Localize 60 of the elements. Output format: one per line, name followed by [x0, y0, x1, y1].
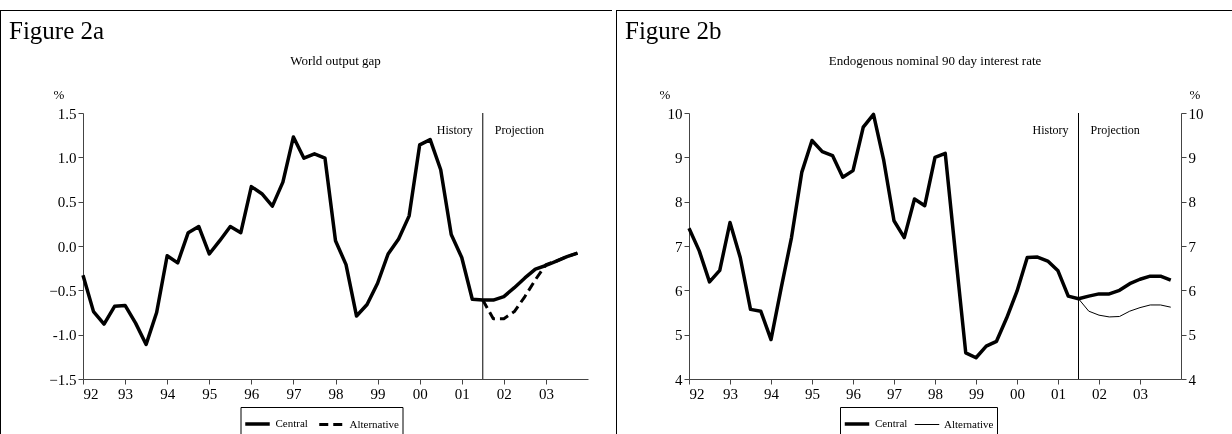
y-tick-label: 0.5 [57, 194, 77, 211]
y2-tick-label: 5 [1188, 327, 1196, 344]
x-tick-label: 95 [805, 385, 820, 402]
legend-label: Central [275, 417, 308, 429]
x-tick-label: 97 [887, 385, 903, 402]
x-tick-label: 02 [496, 385, 512, 402]
chart-title: Figure 2a [9, 17, 105, 45]
y-tick-label: 1.5 [57, 105, 77, 122]
y-tick-label: 4 [675, 371, 683, 388]
chart-subtitle: Endogenous nominal 90 day interest rate [828, 53, 1042, 68]
y2-tick-label: 6 [1188, 282, 1197, 299]
x-tick-label: 96 [244, 385, 260, 402]
y-tick-label: 10 [667, 105, 683, 122]
y2-tick-label: 7 [1188, 238, 1197, 255]
x-tick-label: 93 [723, 385, 738, 402]
y-tick-label: 8 [675, 194, 683, 211]
x-tick-label: 03 [538, 385, 554, 402]
x-tick-label: 96 [846, 385, 862, 402]
y-tick-label: 1.0 [57, 149, 77, 166]
y-axis-title: % [53, 86, 65, 102]
chart-subtitle: World output gap [290, 53, 381, 68]
y-tick-label: −1.5 [49, 371, 77, 388]
y2-tick-label: 4 [1188, 371, 1197, 388]
x-tick-label: 00 [412, 385, 428, 402]
legend-label: Alternative [944, 417, 994, 430]
annotation: History [436, 123, 473, 137]
x-tick-label: 95 [202, 385, 218, 402]
y2-tick-label: 8 [1188, 194, 1196, 211]
x-tick-label: 02 [1092, 385, 1107, 402]
chart-title: Figure 2b [625, 17, 722, 45]
x-tick-label: 99 [969, 385, 984, 402]
y-axis-title: % [659, 86, 671, 102]
x-tick-label: 01 [454, 385, 470, 402]
y-tick-label: 0.0 [57, 238, 77, 255]
x-tick-label: 98 [328, 385, 344, 402]
y-tick-label: 9 [675, 149, 683, 166]
y-tick-label: -1.0 [52, 327, 77, 344]
x-tick-label: 92 [83, 385, 99, 402]
x-tick-label: 97 [286, 385, 302, 402]
x-tick-label: 98 [928, 385, 943, 402]
y2-tick-label: 9 [1188, 149, 1196, 166]
x-tick-label: 93 [118, 385, 134, 402]
x-tick-label: 94 [764, 385, 780, 402]
x-tick-label: 94 [160, 385, 176, 402]
y-tick-label: 6 [675, 282, 683, 299]
legend-label: Central [875, 417, 908, 429]
y-tick-label: 5 [675, 327, 683, 344]
x-tick-label: 00 [1010, 385, 1025, 402]
annotation: History [1032, 123, 1069, 137]
y2-axis-title: % [1189, 86, 1201, 102]
y-tick-label: 7 [675, 238, 683, 255]
x-tick-label: 92 [689, 385, 705, 402]
y2-tick-label: 10 [1188, 105, 1204, 122]
annotation: Projection [494, 123, 545, 137]
x-tick-label: 01 [1051, 385, 1066, 402]
x-tick-label: 03 [1133, 385, 1148, 402]
y-tick-label: −0.5 [49, 282, 77, 299]
legend-label: Alternative [349, 417, 400, 430]
annotation: Projection [1090, 123, 1140, 137]
x-tick-label: 99 [370, 385, 386, 402]
